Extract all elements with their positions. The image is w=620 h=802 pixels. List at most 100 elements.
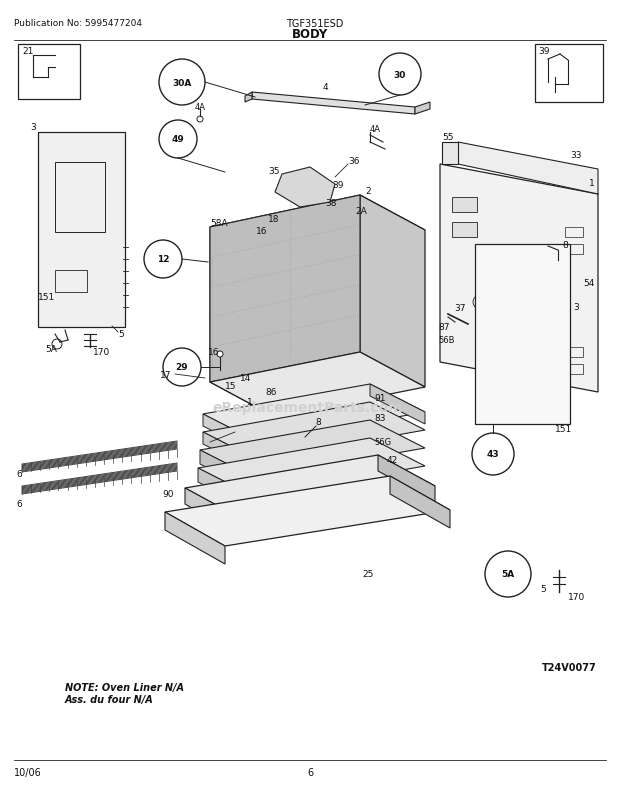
Text: 25: 25: [362, 569, 373, 579]
Text: 49: 49: [172, 136, 184, 144]
Text: 4A: 4A: [195, 103, 206, 111]
Polygon shape: [198, 468, 253, 510]
Polygon shape: [360, 196, 425, 387]
Text: 83: 83: [374, 414, 386, 423]
Text: 8: 8: [315, 418, 321, 427]
Polygon shape: [252, 93, 415, 115]
Text: BODY: BODY: [292, 27, 328, 40]
Text: 170: 170: [568, 593, 585, 602]
Polygon shape: [458, 143, 598, 195]
Polygon shape: [378, 456, 435, 502]
Text: NOTE: Oven Liner N/A: NOTE: Oven Liner N/A: [65, 683, 184, 692]
Bar: [565, 365, 583, 375]
Text: 42: 42: [387, 456, 398, 465]
Polygon shape: [390, 476, 450, 529]
Text: 55: 55: [442, 133, 453, 142]
Text: 12: 12: [157, 255, 169, 264]
Circle shape: [491, 278, 499, 286]
Text: 16: 16: [256, 226, 267, 235]
Polygon shape: [415, 103, 430, 115]
Circle shape: [494, 322, 506, 334]
Polygon shape: [440, 164, 598, 392]
Text: 43: 43: [487, 450, 499, 459]
Text: 1: 1: [247, 398, 253, 407]
Circle shape: [485, 551, 531, 597]
Text: 6: 6: [307, 767, 313, 777]
Polygon shape: [275, 168, 335, 208]
Bar: [565, 228, 583, 237]
Text: 151: 151: [555, 425, 572, 434]
Text: 5A: 5A: [45, 345, 57, 354]
Circle shape: [159, 121, 197, 159]
Circle shape: [159, 60, 205, 106]
Circle shape: [217, 351, 223, 358]
Text: 6: 6: [16, 500, 22, 508]
Text: 38: 38: [325, 198, 337, 207]
Text: 56G: 56G: [374, 438, 391, 447]
Text: 87: 87: [438, 323, 450, 332]
Text: 16: 16: [208, 348, 219, 357]
Polygon shape: [203, 432, 258, 472]
Text: 8: 8: [562, 241, 568, 249]
Polygon shape: [185, 488, 242, 537]
Text: 56B: 56B: [438, 336, 454, 345]
Text: Ass. du four N/A: Ass. du four N/A: [65, 695, 154, 704]
Text: 15: 15: [225, 382, 236, 391]
Text: 90: 90: [162, 490, 174, 499]
Text: 10/06: 10/06: [14, 767, 42, 777]
Text: 5A: 5A: [502, 569, 515, 579]
Circle shape: [163, 349, 201, 387]
Text: 6: 6: [16, 470, 22, 479]
Polygon shape: [165, 476, 450, 546]
Text: 14: 14: [240, 374, 251, 383]
Bar: [535, 45, 603, 103]
Text: Publication No: 5995477204: Publication No: 5995477204: [14, 19, 142, 28]
Polygon shape: [203, 403, 425, 460]
Polygon shape: [442, 143, 458, 164]
Bar: [55, 163, 105, 233]
Circle shape: [52, 339, 62, 350]
Text: T24V0077: T24V0077: [542, 662, 597, 672]
Bar: [565, 245, 583, 255]
Polygon shape: [210, 353, 425, 418]
Text: TGF351ESD: TGF351ESD: [286, 19, 343, 29]
Circle shape: [488, 338, 496, 346]
Circle shape: [144, 241, 182, 278]
Text: 4A: 4A: [370, 125, 381, 134]
Bar: [55, 270, 87, 293]
Polygon shape: [185, 456, 435, 520]
Text: eReplacementParts.com: eReplacementParts.com: [213, 400, 403, 415]
Circle shape: [487, 255, 513, 281]
Circle shape: [473, 296, 487, 310]
Text: 86: 86: [265, 388, 277, 397]
Text: 4: 4: [322, 83, 328, 92]
Polygon shape: [210, 196, 425, 263]
Polygon shape: [165, 512, 225, 565]
Polygon shape: [38, 133, 125, 327]
Bar: [18, 45, 80, 100]
Bar: [565, 347, 583, 358]
Text: 33: 33: [570, 150, 582, 160]
Text: 36: 36: [348, 156, 360, 165]
Text: 21: 21: [22, 47, 33, 55]
Text: 37: 37: [454, 304, 466, 313]
Text: 2: 2: [365, 186, 371, 195]
Polygon shape: [210, 228, 275, 418]
Polygon shape: [200, 420, 425, 479]
Text: 5: 5: [118, 330, 124, 339]
Circle shape: [379, 54, 421, 96]
Text: 29: 29: [175, 363, 188, 372]
Polygon shape: [370, 384, 425, 424]
Bar: [452, 198, 477, 213]
Text: 35: 35: [268, 166, 280, 176]
Circle shape: [197, 117, 203, 123]
Text: 170: 170: [93, 348, 110, 357]
Text: 1: 1: [589, 178, 595, 187]
Text: 3: 3: [573, 303, 578, 312]
Text: 17: 17: [160, 371, 172, 380]
Polygon shape: [245, 93, 252, 103]
Circle shape: [506, 349, 514, 357]
Polygon shape: [210, 196, 360, 383]
Text: 151: 151: [38, 294, 55, 302]
Polygon shape: [203, 415, 258, 455]
